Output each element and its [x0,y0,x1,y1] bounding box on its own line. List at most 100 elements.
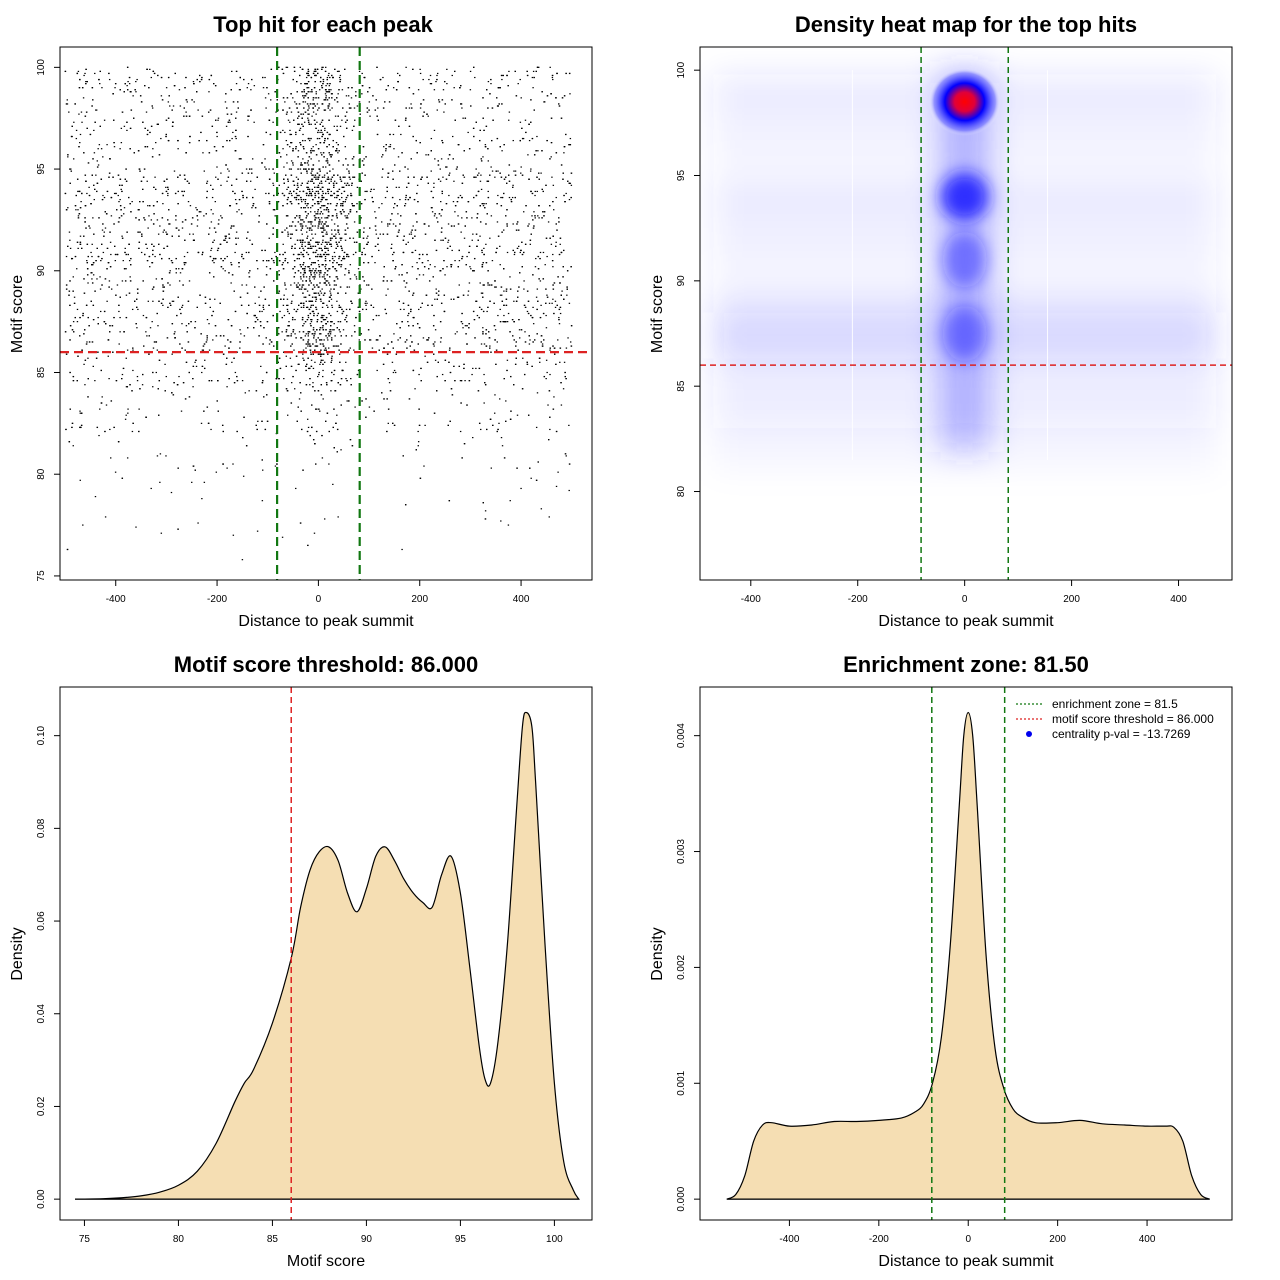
scatter-point [419,72,422,75]
scatter-point [335,142,338,144]
scatter-point [489,300,491,302]
scatter-point [430,190,433,193]
scatter-point [345,316,347,319]
scatter-point [157,325,159,327]
scatter-point [327,74,330,77]
scatter-point [442,268,444,270]
scatter-point [307,180,310,182]
scatter-point [494,176,496,178]
scatter-point [358,310,361,313]
scatter-point [522,357,524,359]
scatter-point [293,349,295,351]
scatter-point [304,207,307,209]
scatter-point [171,353,173,355]
scatter-point [300,184,302,186]
scatter-point [296,188,298,191]
scatter-point [237,237,239,239]
scatter-point [324,109,327,111]
scatter-point [458,260,461,262]
scatter-point [287,304,289,306]
scatter-point [91,341,94,343]
scatter-point [394,371,397,374]
scatter-point [330,180,332,182]
scatter-point [314,251,317,254]
scatter-point [150,219,153,221]
scatter-point [260,290,262,292]
scatter-point [563,152,565,154]
scatter-point [256,428,258,431]
scatter-point [140,251,143,254]
scatter-point [306,227,309,229]
scatter-point [200,333,202,335]
scatter-point [325,209,328,211]
scatter-point [115,380,118,382]
scatter-point [305,347,307,349]
scatter-point [311,190,314,193]
scatter-point [326,99,329,101]
scatter-point [247,115,249,117]
scatter-point [336,243,338,245]
scatter-point [308,266,310,268]
scatter-point [377,107,379,109]
scatter-point [463,237,466,239]
scatter-point [319,131,321,134]
scatter-point [368,101,371,103]
scatter-point [185,111,187,113]
scatter-point [312,276,314,278]
scatter-point [131,308,134,311]
scatter-point [181,227,184,229]
scatter-point [446,266,448,268]
scatter-point [331,355,333,357]
scatter-point [132,95,134,97]
scatter-point [183,190,186,193]
scatter-point [113,119,115,121]
scatter-point [389,146,392,148]
scatter-point [330,288,332,290]
scatter-point [424,424,426,426]
scatter-point [313,337,315,339]
scatter-point [447,241,449,243]
scatter-point [291,300,293,302]
scatter-point [299,127,302,129]
scatter-point [547,221,550,223]
scatter-point [333,192,336,195]
scatter-point [459,430,462,433]
scatter-point [296,80,298,83]
scatter-point [282,243,284,245]
scatter-point [366,237,368,239]
scatter-point [290,142,293,144]
scatter-point [76,308,79,311]
scatter-point [538,172,540,174]
scatter-point [86,341,88,343]
scatter-point [407,241,409,243]
scatter-point [138,209,140,211]
scatter-point [491,139,493,142]
scatter-point [462,117,464,119]
scatter-point [202,152,204,154]
scatter-point [174,331,176,333]
scatter-point [374,225,377,227]
scatter-point [240,304,243,306]
scatter-point [483,343,486,345]
scatter-point [283,294,285,296]
scatter-point [376,369,378,372]
scatter-point [108,72,110,75]
scatter-point [309,312,312,315]
scatter-point [206,319,209,321]
scatter-point [113,146,116,148]
scatter-point [476,174,479,176]
scatter-point [565,347,568,349]
scatter-point [183,264,186,266]
scatter-point [454,211,456,213]
scatter-point [292,294,294,296]
scatter-point [68,231,71,233]
scatter-point [434,329,437,331]
scatter-point [496,97,498,99]
scatter-point [361,400,363,402]
scatter-point [365,300,367,302]
scatter-point [551,74,554,77]
scatter-point [464,380,466,382]
scatter-point [315,341,318,343]
scatter-point [327,192,330,195]
scatter-point [326,241,328,243]
